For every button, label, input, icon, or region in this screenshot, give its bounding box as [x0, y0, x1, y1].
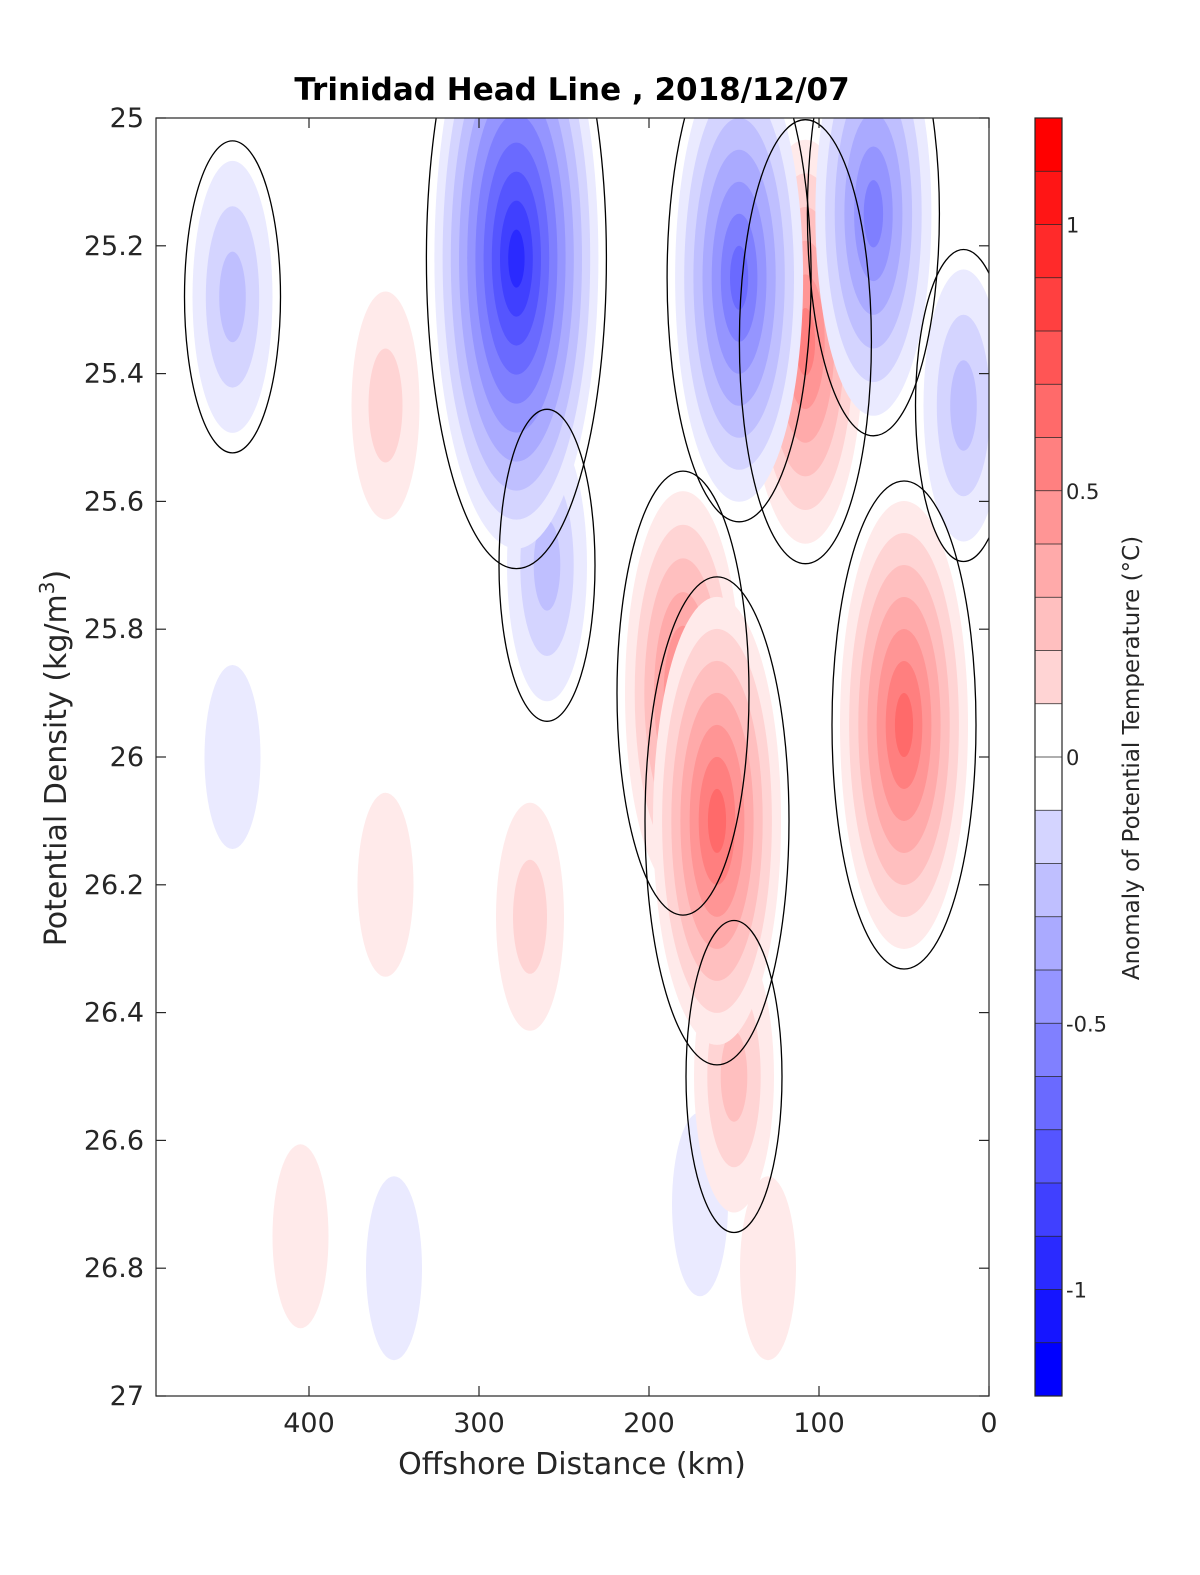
x-tick-label: 400 [283, 1408, 335, 1439]
zero-contour [425, 118, 608, 570]
colorbar-swatch [1035, 1289, 1062, 1344]
contour-band [720, 1031, 748, 1122]
y-tick-label: 26 [110, 742, 144, 773]
zero-contour [666, 118, 812, 523]
zero-contour [914, 248, 989, 563]
colorbar-swatch [1035, 650, 1062, 705]
contour-band [730, 245, 749, 310]
contour-band [740, 1176, 796, 1361]
y-tick-label: 25 [110, 103, 144, 134]
contour-band [219, 251, 246, 343]
zero-contour [498, 408, 596, 722]
contour-band [513, 859, 547, 974]
contour-band [863, 180, 884, 248]
y-tick-label: 25.6 [84, 486, 144, 517]
x-tick-label: 100 [793, 1408, 845, 1439]
x-tick-label: 0 [980, 1408, 997, 1439]
contour-band [508, 229, 525, 288]
y-tick-label: 25.2 [84, 231, 144, 262]
contour-band [533, 520, 561, 611]
contour-band [357, 792, 414, 977]
colorbar-frame [1034, 117, 1063, 1397]
x-tick-label: 200 [623, 1408, 675, 1439]
zero-contour [738, 119, 873, 565]
colorbar-swatch [1035, 703, 1062, 758]
colorbar-label: Anomaly of Potential Temperature (°C) [1119, 536, 1145, 980]
y-axis-label-main: Potential Density (kg/m [39, 594, 74, 946]
y-tick-label: 26.2 [84, 870, 144, 901]
colorbar-swatch [1035, 1183, 1062, 1237]
y-tick-label: 25.4 [84, 359, 144, 390]
y-axis: 25 25.2 25.4 25.6 25.8 26 26.2 26.4 26.6 26.8 27 [84, 103, 989, 1412]
colorbar-swatch [1035, 1076, 1062, 1131]
y-tick-label: 26.4 [84, 998, 144, 1029]
colorbar-swatch [1035, 171, 1062, 225]
colorbar-swatch [1035, 757, 1062, 811]
colorbar-swatch [1035, 118, 1062, 172]
colorbar-swatch [1035, 437, 1062, 492]
colorbar-swatch [1035, 490, 1062, 545]
y-tick-label: 26.8 [84, 1253, 144, 1284]
x-tick-label: 300 [453, 1408, 505, 1439]
contour-band [272, 1144, 329, 1329]
colorbar: 1 0.5 0 -0.5 -1 [1034, 117, 1107, 1397]
colorbar-swatch [1035, 1129, 1062, 1184]
y-axis-label-sup: 3 [35, 581, 59, 594]
colorbar-tick-label: -0.5 [1066, 1012, 1107, 1036]
colorbar-swatch [1035, 224, 1062, 279]
contour-band [204, 665, 261, 849]
colorbar-tick-label: -1 [1066, 1279, 1087, 1303]
contour-band [950, 360, 977, 451]
zero-contour [644, 576, 790, 1066]
colorbar-swatch [1035, 277, 1062, 332]
y-tick-label: 25.8 [84, 614, 144, 645]
y-tick-label: 26.6 [84, 1125, 144, 1156]
colorbar-swatch [1035, 544, 1062, 598]
x-axis-label: Offshore Distance (km) [398, 1447, 746, 1482]
zero-contour [183, 140, 282, 454]
colorbar-swatch [1035, 810, 1062, 864]
colorbar-swatch [1035, 597, 1062, 651]
contour-band [707, 788, 727, 853]
zero-contour-lines [183, 118, 989, 1234]
colorbar-swatch [1035, 1342, 1062, 1397]
y-axis-label-end: ) [39, 570, 74, 582]
colorbar-swatch [1035, 1023, 1062, 1077]
colorbar-swatch [1035, 384, 1062, 438]
colorbar-tick-label: 1 [1066, 214, 1079, 238]
chart-title: Trinidad Head Line , 2018/12/07 [294, 72, 849, 108]
zero-contour [685, 919, 783, 1234]
y-tick-label: 27 [110, 1381, 144, 1412]
contour-band [894, 693, 914, 757]
y-axis-label: Potential Density (kg/m3) [35, 570, 74, 946]
contour-band [368, 348, 403, 463]
zero-contour [831, 480, 977, 970]
colorbar-tick-label: 0 [1066, 746, 1079, 770]
contour-band [366, 1176, 422, 1361]
colorbar-swatch [1035, 1236, 1062, 1290]
colorbar-swatch [1035, 970, 1062, 1024]
colorbar-swatch [1035, 331, 1062, 385]
x-axis: 400 300 200 100 0 [283, 118, 998, 1439]
zero-contour [616, 470, 750, 916]
colorbar-swatch [1035, 916, 1062, 971]
colorbar-swatch [1035, 863, 1062, 918]
anomaly-field [192, 118, 989, 1361]
zero-contour [806, 118, 941, 437]
colorbar-tick-label: 0.5 [1066, 480, 1099, 504]
